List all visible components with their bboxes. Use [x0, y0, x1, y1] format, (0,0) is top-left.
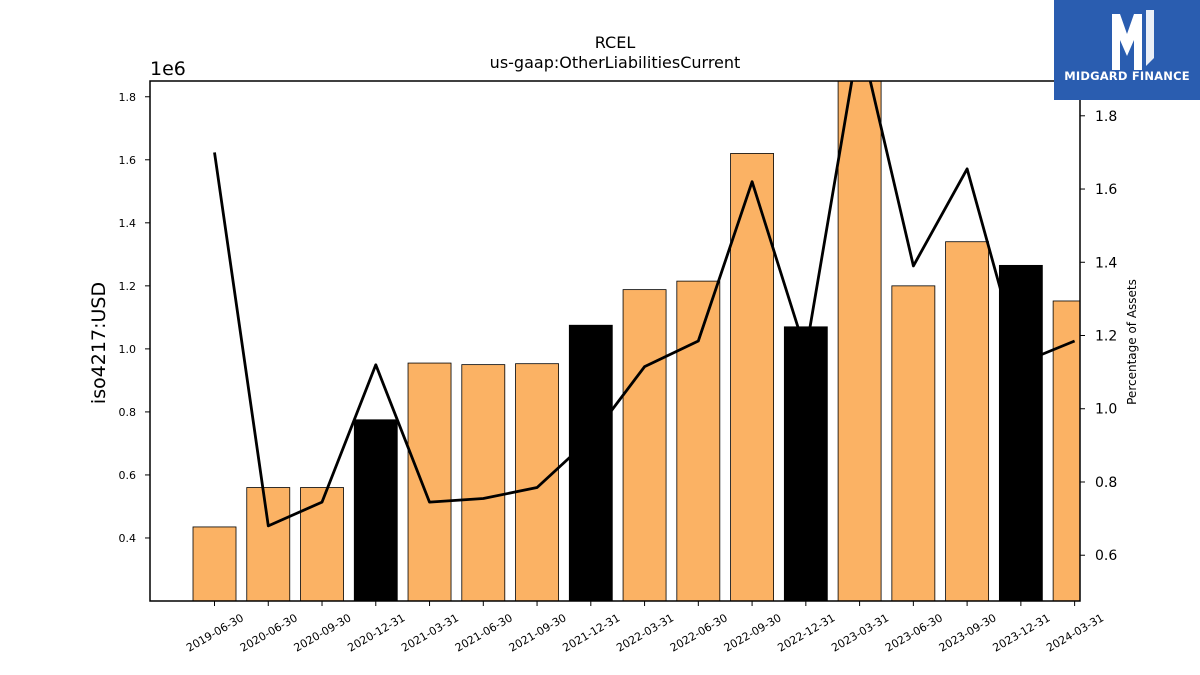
chart-subtitle: us-gaap:OtherLiabilitiesCurrent [490, 53, 741, 72]
x-tick-label: 2021-03-31 [399, 611, 461, 654]
x-tick-label: 2022-12-31 [775, 611, 837, 654]
bar [568, 324, 613, 601]
y2-tick-label: 1.8 [1095, 109, 1117, 125]
x-tick-label: 2024-03-31 [1044, 611, 1106, 654]
y-axis-multiplier: 1e6 [150, 58, 186, 80]
y-tick-label: 1.6 [119, 154, 137, 167]
bar [515, 363, 559, 601]
x-tick-label: 2019-06-30 [184, 611, 246, 654]
bar [622, 289, 667, 601]
y2-tick-label: 1.6 [1095, 182, 1117, 198]
bar [461, 364, 506, 601]
bar [676, 280, 721, 601]
chart-title: RCEL [595, 33, 636, 52]
bar [998, 264, 1043, 601]
y-tick-label: 1.4 [119, 217, 137, 230]
x-axis: 2019-06-302020-06-302020-09-302020-12-31… [184, 601, 1106, 655]
bar [891, 285, 936, 601]
percentage-line [213, 81, 1076, 528]
bar [353, 419, 398, 601]
bar [730, 153, 774, 601]
y2-tick-label: 1.2 [1095, 329, 1117, 345]
y-tick-label: 1.8 [119, 91, 137, 104]
bar [1052, 300, 1080, 601]
bar [300, 487, 344, 601]
x-tick-label: 2020-09-30 [292, 611, 354, 654]
y-tick-label: 1.2 [119, 280, 137, 293]
y2-tick-label: 0.8 [1095, 475, 1117, 491]
x-tick-label: 2022-09-30 [722, 611, 784, 654]
bar-series [192, 81, 1080, 601]
line-series-group [213, 81, 1076, 528]
brand-logo: MIDGARD FINANCE [1054, 0, 1200, 100]
x-tick-label: 2023-06-30 [883, 611, 945, 654]
bar [783, 326, 828, 601]
plot-frame [149, 80, 1081, 602]
bar [407, 362, 452, 601]
bar [246, 487, 291, 601]
y2-tick-label: 1.4 [1095, 255, 1117, 271]
y2-axis-label: Percentage of Assets [1125, 279, 1139, 405]
logo-text: MIDGARD FINANCE [1064, 69, 1190, 83]
x-tick-label: 2020-06-30 [238, 611, 300, 654]
y-axis-right: 0.6 0.8 1.0 1.2 1.4 1.6 1.8 [1080, 109, 1117, 564]
bar [192, 526, 237, 601]
x-tick-label: 2020-12-31 [345, 611, 407, 654]
x-tick-label: 2021-12-31 [560, 611, 622, 654]
x-tick-label: 2023-09-30 [937, 611, 999, 654]
bar [837, 81, 882, 601]
y2-tick-label: 0.6 [1095, 548, 1117, 564]
y-axis-label: iso4217:USD [88, 282, 110, 404]
y-tick-label: 1.0 [119, 343, 137, 356]
x-tick-label: 2022-06-30 [668, 611, 730, 654]
x-tick-label: 2022-03-31 [614, 611, 676, 654]
x-tick-label: 2021-06-30 [453, 611, 515, 654]
y2-tick-label: 1.0 [1095, 402, 1117, 418]
logo-mark-icon [1112, 10, 1154, 70]
x-tick-label: 2021-09-30 [507, 611, 569, 654]
x-tick-label: 2023-12-31 [991, 611, 1053, 654]
y-axis-left: 0.4 0.6 0.8 1.0 1.2 1.4 1.6 1.8 [119, 91, 150, 545]
y-tick-label: 0.4 [119, 532, 137, 545]
bar [945, 241, 990, 601]
y-tick-label: 0.6 [119, 469, 137, 482]
y-tick-label: 0.8 [119, 406, 137, 419]
x-tick-label: 2023-03-31 [829, 611, 891, 654]
